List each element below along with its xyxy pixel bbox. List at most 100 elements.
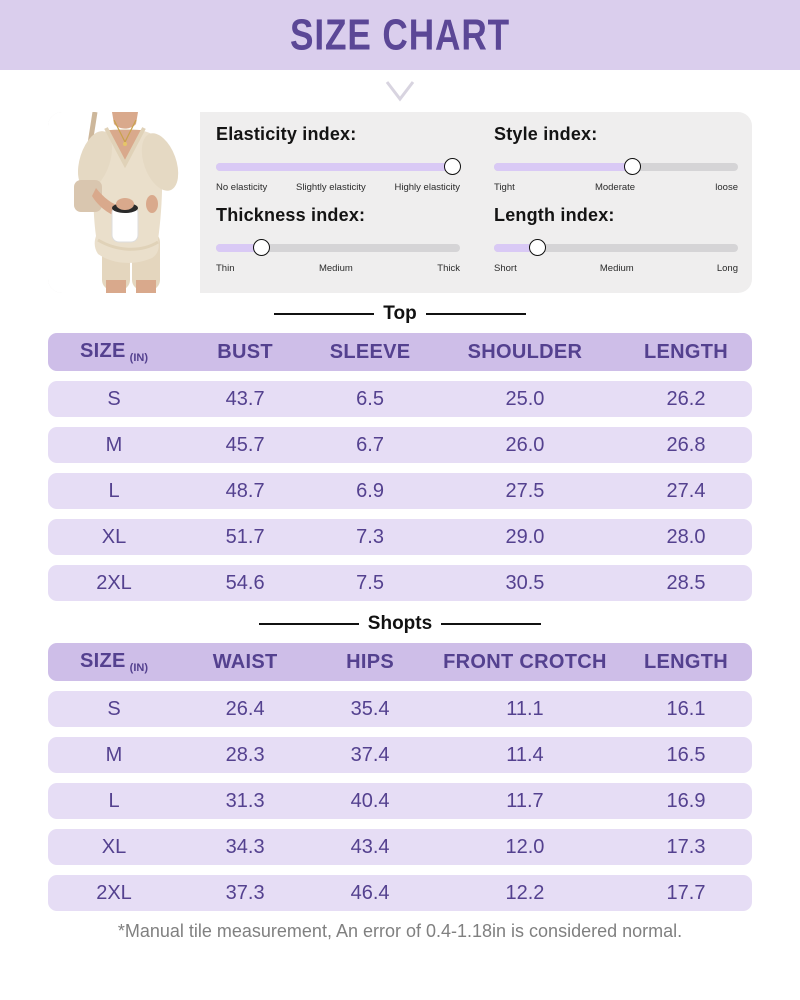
elasticity-scale: No elasticity Slightly elasticity Highly…: [216, 182, 460, 193]
table-cell: 46.4: [350, 881, 390, 904]
section-title-top: Top: [0, 301, 800, 327]
table-cell: 27.5: [505, 479, 545, 502]
divider-line: [425, 313, 526, 315]
column-header: LENGTH: [643, 650, 728, 673]
scale-label: Thick: [437, 263, 460, 274]
table-cell: 45.7: [225, 433, 265, 456]
section-label: Shopts: [367, 613, 433, 634]
slider-track: [494, 244, 738, 252]
table-cell: L: [108, 479, 120, 502]
table-row: XL 34.3 43.4 12.0 17.3: [48, 829, 752, 865]
section-title-shorts: Shopts: [0, 611, 800, 637]
column-header: SIZE (IN): [80, 650, 148, 674]
product-photo: [48, 112, 200, 293]
table-cell: 2XL: [96, 881, 132, 904]
table-cell: 11.4: [506, 743, 544, 766]
divider-line: [441, 623, 542, 625]
table-row: 2XL 37.3 46.4 12.2 17.7: [48, 875, 752, 911]
top-size-table: SIZE (IN) BUST SLEEVE SHOULDER LENGTH S 43.7 6.5…: [48, 333, 752, 601]
table-cell: 37.4: [350, 743, 390, 766]
table-cell: 43.4: [350, 835, 390, 858]
column-header: FRONT CROTCH: [443, 650, 607, 673]
table-cell: 30.5: [505, 571, 545, 594]
table-cell: M: [105, 433, 123, 456]
slider-knob[interactable]: [253, 239, 271, 256]
table-cell: XL: [101, 525, 127, 548]
style-index-title: Style index:: [494, 124, 598, 144]
style-scale: Tight Moderate loose: [494, 182, 738, 193]
table-cell: S: [107, 697, 121, 720]
table-cell: 54.6: [225, 571, 265, 594]
column-header: HIPS: [346, 650, 395, 673]
slider-track: [216, 244, 460, 252]
slider-fill: [494, 163, 634, 171]
page-title: SIZE CHART: [290, 10, 510, 59]
length-index-title: Length index:: [494, 205, 615, 225]
length-index-block: Length index: Short Medium Long: [494, 205, 738, 286]
table-row: M 45.7 6.7 26.0 26.8: [48, 427, 752, 463]
length-scale: Short Medium Long: [494, 263, 738, 274]
table-cell: 28.0: [666, 525, 706, 548]
table-row: L 31.3 40.4 11.7 16.9: [48, 783, 752, 819]
table-cell: 29.0: [505, 525, 545, 548]
table-header-row: SIZE (IN) WAIST HIPS FRONT CROTCH LENGTH: [48, 643, 752, 681]
table-row: M 28.3 37.4 11.4 16.5: [48, 737, 752, 773]
style-slider[interactable]: [494, 158, 738, 175]
table-cell: 28.5: [666, 571, 706, 594]
slider-fill: [216, 244, 263, 252]
table-cell: 26.4: [225, 697, 265, 720]
table-cell: 48.7: [225, 479, 265, 502]
table-cell: 35.4: [350, 697, 390, 720]
slider-fill: [494, 244, 538, 252]
table-cell: M: [105, 743, 123, 766]
header-band: SIZE CHART: [0, 0, 800, 70]
elasticity-slider[interactable]: [216, 158, 461, 175]
table-cell: 17.7: [666, 881, 706, 904]
slider-knob[interactable]: [443, 158, 461, 175]
column-header: SHOULDER: [467, 340, 583, 363]
table-cell: XL: [101, 835, 127, 858]
table-row: S 26.4 35.4 11.1 16.1: [48, 691, 752, 727]
table-cell: 43.7: [225, 387, 265, 410]
table-cell: 28.3: [225, 743, 265, 766]
table-cell: 31.3: [225, 789, 265, 812]
table-cell: 12.0: [505, 835, 545, 858]
table-cell: 6.9: [356, 479, 384, 502]
unit-label: (IN): [129, 352, 148, 364]
table-cell: 25.0: [505, 387, 545, 410]
scale-label: Medium: [599, 263, 634, 274]
unit-label: (IN): [129, 662, 148, 674]
table-row: L 48.7 6.9 27.5 27.4: [48, 473, 752, 509]
table-cell: L: [108, 789, 120, 812]
thickness-slider[interactable]: [216, 239, 460, 256]
scale-label: Thin: [216, 263, 235, 274]
table-cell: 16.9: [666, 789, 706, 812]
table-cell: 11.7: [506, 789, 544, 812]
scale-label: Short: [494, 263, 517, 274]
table-row: XL 51.7 7.3 29.0 28.0: [48, 519, 752, 555]
chevron-down-icon: [385, 81, 415, 102]
shorts-size-table: SIZE (IN) WAIST HIPS FRONT CROTCH LENGTH S 26.4…: [48, 643, 752, 911]
scale-label: Tight: [494, 182, 515, 193]
elasticity-index-block: Elasticity index: No elasticity Slightly…: [216, 124, 461, 205]
scale-label: Highly elasticity: [394, 182, 460, 193]
measurement-disclaimer: *Manual tile measurement, An error of 0.…: [117, 921, 683, 941]
table-cell: 26.8: [666, 433, 706, 456]
table-cell: 7.3: [356, 525, 384, 548]
chevron-row: [0, 70, 800, 112]
slider-knob[interactable]: [624, 158, 642, 175]
scale-label: Moderate: [594, 182, 636, 193]
table-cell: 34.3: [225, 835, 265, 858]
table-cell: 40.4: [350, 789, 390, 812]
scale-label: No elasticity: [216, 182, 268, 193]
table-cell: 6.7: [356, 433, 384, 456]
table-cell: 37.3: [225, 881, 265, 904]
slider-knob[interactable]: [528, 239, 546, 256]
thickness-scale: Thin Medium Thick: [216, 263, 460, 274]
table-cell: 27.4: [666, 479, 706, 502]
table-cell: 16.5: [666, 743, 706, 766]
scale-label: loose: [715, 182, 738, 193]
column-header: LENGTH: [643, 340, 728, 363]
length-slider[interactable]: [494, 239, 738, 256]
index-panel: Elasticity index: No elasticity Slightly…: [48, 112, 752, 293]
